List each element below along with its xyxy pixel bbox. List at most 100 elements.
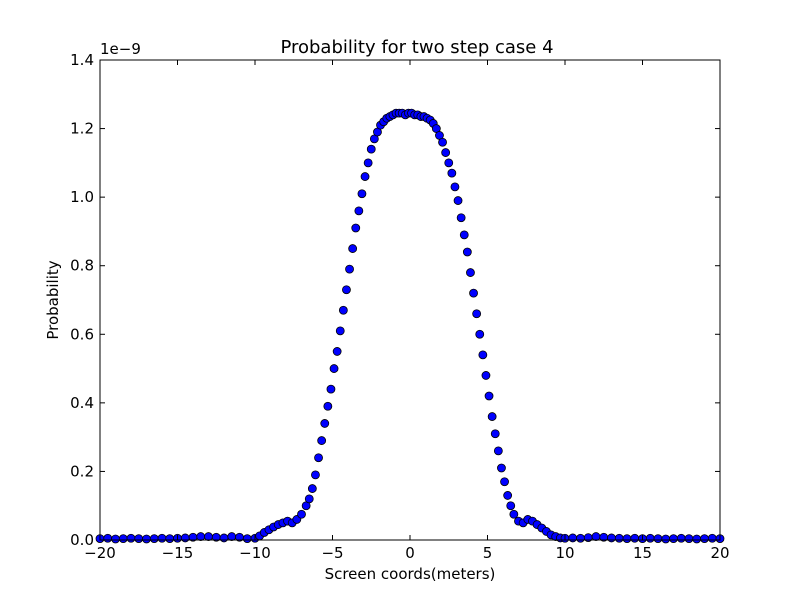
data-point [614,533,624,543]
data-point [478,350,488,360]
data-point [481,371,491,380]
data-point [684,534,694,544]
data-point [441,148,451,157]
data-point [459,230,469,240]
data-point [438,137,447,147]
data-point [497,463,506,473]
x-tick-label: 0 [405,544,415,562]
y-tick-label: 0.0 [70,531,94,549]
data-point [568,533,578,543]
data-point [204,532,213,541]
data-point [506,501,516,511]
data-point [335,326,345,336]
data-point [103,533,113,543]
data-point [332,347,342,356]
data-point [447,168,457,178]
data-point [338,305,348,315]
data-point [493,446,503,456]
data-point [366,144,376,154]
data-point [576,533,585,543]
data-point [157,533,167,543]
data-point [472,309,482,319]
data-point [304,494,314,504]
data-point [348,244,358,253]
data-point [653,534,663,544]
data-point [456,213,466,223]
data-point [134,534,144,544]
data-point [345,264,354,274]
y-axis-label: Probability [44,260,62,339]
x-tick-label: −20 [84,544,116,562]
data-points [95,108,725,544]
data-point [444,158,454,168]
data-point [314,453,323,463]
data-point [351,223,361,233]
data-point [118,534,128,544]
data-point [475,329,485,339]
data-point [149,534,159,544]
x-tick-label: −15 [162,544,194,562]
data-point [622,534,632,544]
data-point [357,189,367,199]
plot-area [100,60,720,540]
data-point [453,196,463,205]
data-point [363,158,373,168]
data-point [227,532,237,541]
x-tick-label: 10 [555,544,574,562]
data-point [591,532,601,541]
data-point [219,533,229,543]
y-axis-ticks: 0.0 0.2 0.4 0.6 0.8 1.0 1.2 1.4 [70,51,720,549]
data-point [323,401,333,411]
data-point [469,288,478,298]
data-point [490,429,500,439]
data-point [630,533,640,543]
data-point [661,534,671,544]
data-point [484,391,494,401]
data-point [669,534,678,544]
data-point [462,247,472,257]
data-point [180,533,190,543]
x-tick-label: −5 [321,544,343,562]
data-point [509,509,519,519]
x-axis-ticks: −20 −15 −10 −5 0 5 10 15 20 [84,60,730,562]
y-tick-label: 1.4 [70,51,94,69]
y-tick-label: 1.0 [70,188,94,206]
data-point [329,364,339,373]
data-point [307,484,317,493]
y-tick-label: 0.8 [70,257,94,275]
data-point [196,532,206,541]
data-point [707,533,717,543]
x-tick-label: 15 [633,544,652,562]
data-point [645,533,655,543]
data-point [676,533,686,543]
data-point [320,419,330,428]
data-point [466,268,475,277]
data-point [126,533,136,543]
data-point [311,470,320,480]
data-point [342,285,351,295]
data-point [487,412,497,421]
data-point [360,172,370,181]
data-point [500,477,509,487]
data-point [450,182,460,192]
data-point [607,533,616,543]
data-point [700,534,709,544]
chart-title: Probability for two step case 4 [280,37,553,58]
data-point [354,206,364,216]
y-axis-multiplier: 1e−9 [100,40,141,58]
y-tick-label: 0.2 [70,462,94,480]
x-tick-label: 5 [483,544,493,562]
y-tick-label: 0.6 [70,325,94,343]
x-tick-label: 20 [710,544,729,562]
data-point [503,491,513,500]
y-tick-label: 1.2 [70,120,94,138]
data-point [297,509,306,519]
data-point [165,534,175,544]
y-tick-label: 0.4 [70,394,94,412]
data-point [242,534,252,544]
x-axis-label: Screen coords(meters) [325,565,496,583]
data-point [692,534,702,544]
data-point [142,534,151,544]
x-tick-label: −10 [239,544,271,562]
